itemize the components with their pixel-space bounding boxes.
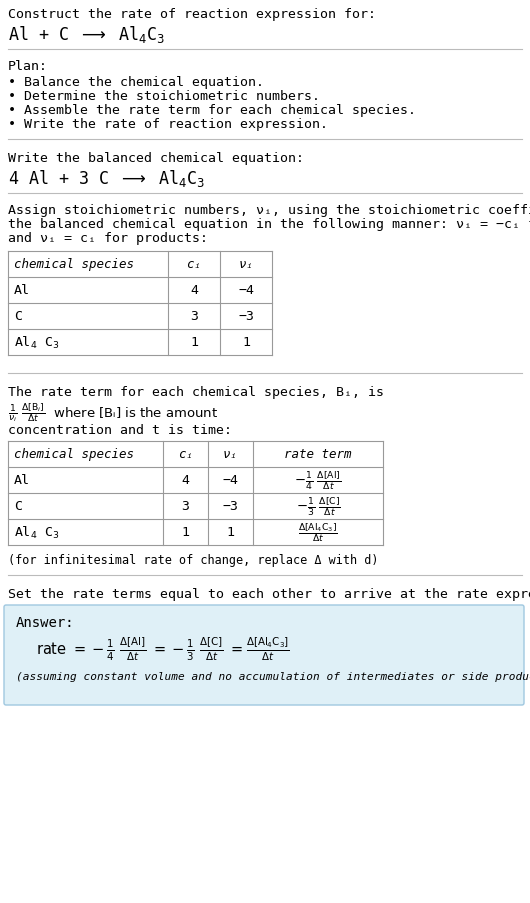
Text: $-\frac{1}{3}$ $\frac{\Delta[\mathrm{C}]}{\Delta t}$: $-\frac{1}{3}$ $\frac{\Delta[\mathrm{C}]… bbox=[296, 496, 340, 517]
Text: rate term: rate term bbox=[284, 448, 352, 461]
Text: Al + C $\longrightarrow$ Al$_4$C$_3$: Al + C $\longrightarrow$ Al$_4$C$_3$ bbox=[8, 24, 165, 45]
Text: chemical species: chemical species bbox=[14, 257, 134, 271]
Text: cᵢ: cᵢ bbox=[187, 258, 201, 271]
Text: 3: 3 bbox=[181, 500, 190, 513]
Text: The rate term for each chemical species, Bᵢ, is: The rate term for each chemical species,… bbox=[8, 386, 384, 398]
Text: Al$_4$ C$_3$: Al$_4$ C$_3$ bbox=[14, 525, 59, 541]
Text: and νᵢ = cᵢ for products:: and νᵢ = cᵢ for products: bbox=[8, 232, 208, 245]
Text: $\frac{\Delta[\mathrm{Al}_4\mathrm{C}_3]}{\Delta t}$: $\frac{\Delta[\mathrm{Al}_4\mathrm{C}_3]… bbox=[298, 521, 338, 544]
Text: • Determine the stoichiometric numbers.: • Determine the stoichiometric numbers. bbox=[8, 90, 320, 103]
Text: Al: Al bbox=[14, 474, 30, 487]
FancyBboxPatch shape bbox=[4, 605, 524, 705]
Text: $\frac{1}{\nu_i}$ $\frac{\Delta[\mathrm{B}_i]}{\Delta t}$  where [Bᵢ] is the amo: $\frac{1}{\nu_i}$ $\frac{\Delta[\mathrm{… bbox=[8, 401, 218, 424]
Text: • Assemble the rate term for each chemical species.: • Assemble the rate term for each chemic… bbox=[8, 104, 416, 116]
Text: $-\frac{1}{4}$ $\frac{\Delta[\mathrm{Al}]}{\Delta t}$: $-\frac{1}{4}$ $\frac{\Delta[\mathrm{Al}… bbox=[294, 470, 342, 491]
Text: −3: −3 bbox=[238, 310, 254, 323]
Text: cᵢ: cᵢ bbox=[178, 448, 193, 461]
Text: Assign stoichiometric numbers, νᵢ, using the stoichiometric coefficients, cᵢ, fr: Assign stoichiometric numbers, νᵢ, using… bbox=[8, 204, 530, 217]
Text: Answer:: Answer: bbox=[16, 615, 75, 629]
Text: 1: 1 bbox=[242, 336, 250, 349]
Text: 1: 1 bbox=[226, 526, 234, 539]
Text: Write the balanced chemical equation:: Write the balanced chemical equation: bbox=[8, 152, 304, 165]
Text: 4: 4 bbox=[181, 474, 190, 487]
Text: • Write the rate of reaction expression.: • Write the rate of reaction expression. bbox=[8, 118, 328, 131]
Text: νᵢ: νᵢ bbox=[238, 258, 253, 271]
Text: −3: −3 bbox=[223, 500, 238, 513]
Text: Al: Al bbox=[14, 284, 30, 297]
Text: 1: 1 bbox=[181, 526, 190, 539]
Text: • Balance the chemical equation.: • Balance the chemical equation. bbox=[8, 76, 264, 88]
Text: −4: −4 bbox=[238, 284, 254, 297]
Text: Construct the rate of reaction expression for:: Construct the rate of reaction expressio… bbox=[8, 8, 376, 21]
Text: Plan:: Plan: bbox=[8, 60, 48, 73]
Text: Set the rate terms equal to each other to arrive at the rate expression:: Set the rate terms equal to each other t… bbox=[8, 587, 530, 600]
Text: −4: −4 bbox=[223, 474, 238, 487]
Text: 4: 4 bbox=[190, 284, 198, 297]
Text: (for infinitesimal rate of change, replace Δ with d): (for infinitesimal rate of change, repla… bbox=[8, 554, 378, 566]
Text: Al$_4$ C$_3$: Al$_4$ C$_3$ bbox=[14, 335, 59, 350]
Text: 4 Al + 3 C $\longrightarrow$ Al$_4$C$_3$: 4 Al + 3 C $\longrightarrow$ Al$_4$C$_3$ bbox=[8, 168, 205, 189]
Text: concentration and t is time:: concentration and t is time: bbox=[8, 424, 232, 436]
Text: C: C bbox=[14, 310, 22, 323]
Text: the balanced chemical equation in the following manner: νᵢ = −cᵢ for reactants: the balanced chemical equation in the fo… bbox=[8, 218, 530, 231]
Text: 1: 1 bbox=[190, 336, 198, 349]
Text: rate $= -\frac{1}{4}$ $\frac{\Delta[\mathrm{Al}]}{\Delta t}$ $= -\frac{1}{3}$ $\: rate $= -\frac{1}{4}$ $\frac{\Delta[\mat… bbox=[36, 636, 290, 663]
Text: C: C bbox=[14, 500, 22, 513]
Text: chemical species: chemical species bbox=[14, 448, 134, 461]
Text: νᵢ: νᵢ bbox=[223, 448, 238, 461]
Text: (assuming constant volume and no accumulation of intermediates or side products): (assuming constant volume and no accumul… bbox=[16, 671, 530, 681]
Text: 3: 3 bbox=[190, 310, 198, 323]
